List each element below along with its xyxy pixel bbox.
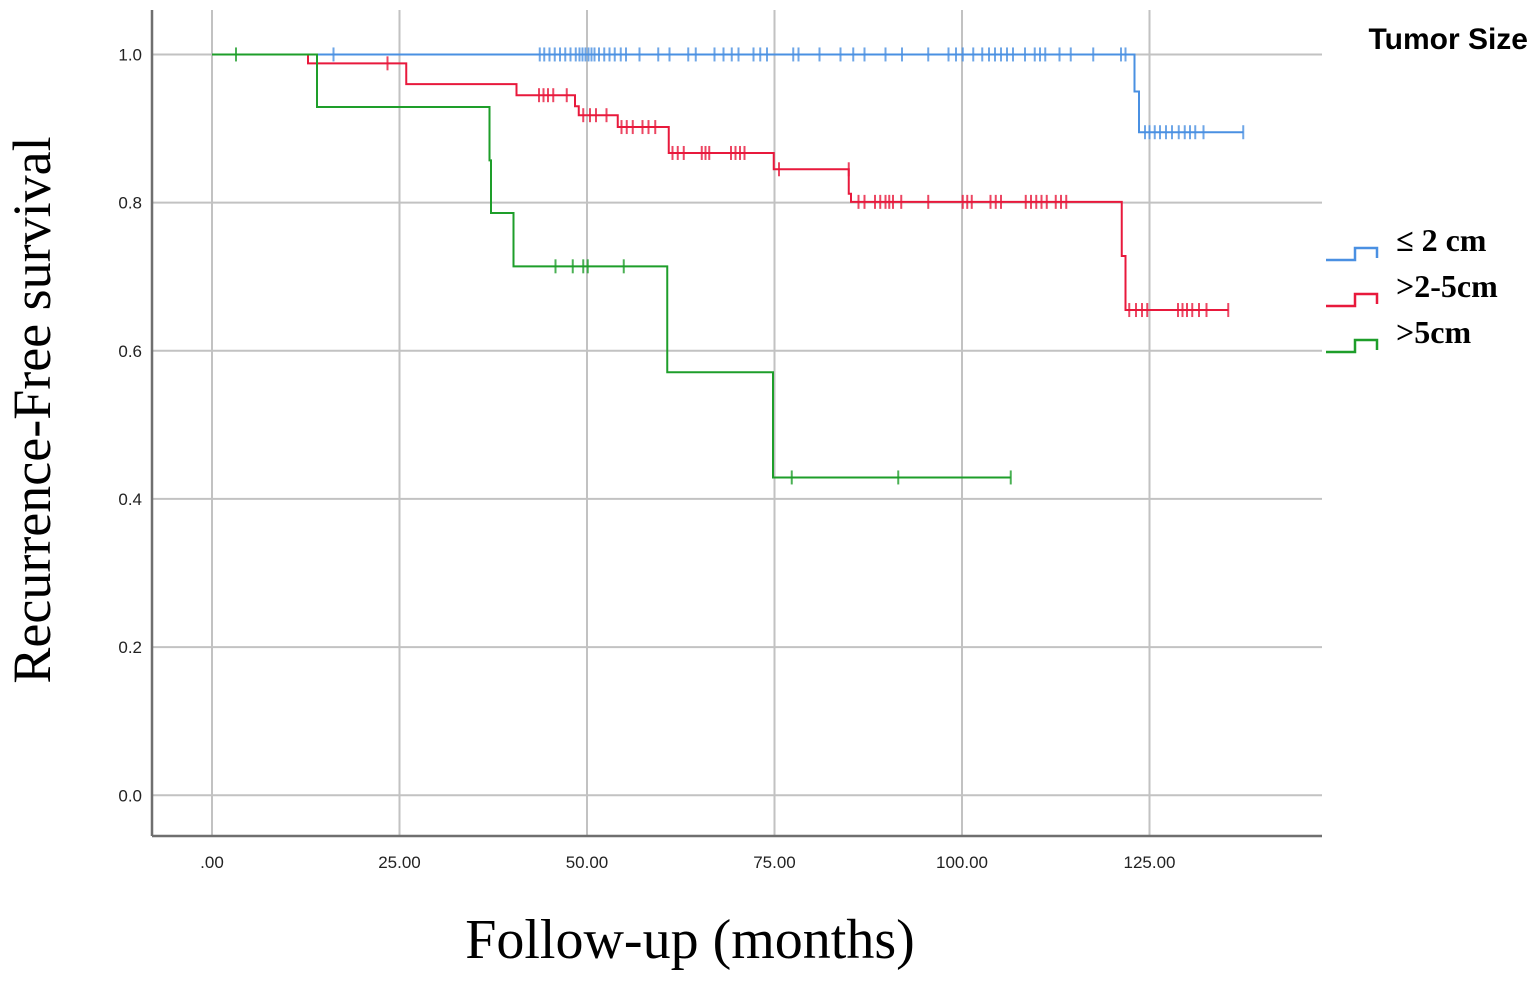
axes: [150, 10, 1322, 838]
x-tick-label: 25.00: [378, 853, 421, 872]
x-tick-label: .00: [200, 853, 224, 872]
legend-label: >5cm: [1396, 314, 1471, 350]
y-axis-title: Recurrence-Free survival: [2, 136, 62, 683]
series-2: [212, 53, 1230, 318]
survival-curve: [212, 53, 1229, 312]
legend-swatch: [1326, 246, 1379, 262]
legend-swatch: [1326, 338, 1379, 354]
y-tick-label: 0.4: [118, 490, 142, 509]
series-layer: [212, 47, 1245, 485]
y-tick-label: 0.6: [118, 342, 142, 361]
grid-lines: [152, 10, 1322, 836]
y-tick-label: 1.0: [118, 45, 142, 64]
series-1: [212, 47, 1245, 140]
legend-title: Tumor Size: [1369, 23, 1528, 56]
legend-label: >2-5cm: [1396, 268, 1498, 304]
survival-curve: [212, 53, 1244, 134]
legend-label: ≤ 2 cm: [1396, 222, 1487, 258]
legend-swatch: [1326, 292, 1379, 308]
legend: Tumor Size ≤ 2 cm >2-5cm >5cm: [1326, 23, 1528, 354]
x-axis-title: Follow-up (months): [465, 909, 915, 971]
y-tick-labels: 0.0 0.2 0.4 0.6 0.8 1.0: [118, 45, 142, 805]
y-tick-label: 0.8: [118, 194, 142, 213]
x-tick-labels: .00 25.00 50.00 75.00 100.00 125.00: [200, 853, 1175, 872]
x-tick-label: 125.00: [1124, 853, 1176, 872]
series-3: [212, 47, 1012, 485]
y-tick-label: 0.2: [118, 638, 142, 657]
x-tick-label: 50.00: [566, 853, 609, 872]
y-tick-label: 0.0: [118, 786, 142, 805]
x-tick-label: 75.00: [753, 853, 796, 872]
survival-curve: [212, 53, 1011, 479]
x-tick-label: 100.00: [936, 853, 988, 872]
